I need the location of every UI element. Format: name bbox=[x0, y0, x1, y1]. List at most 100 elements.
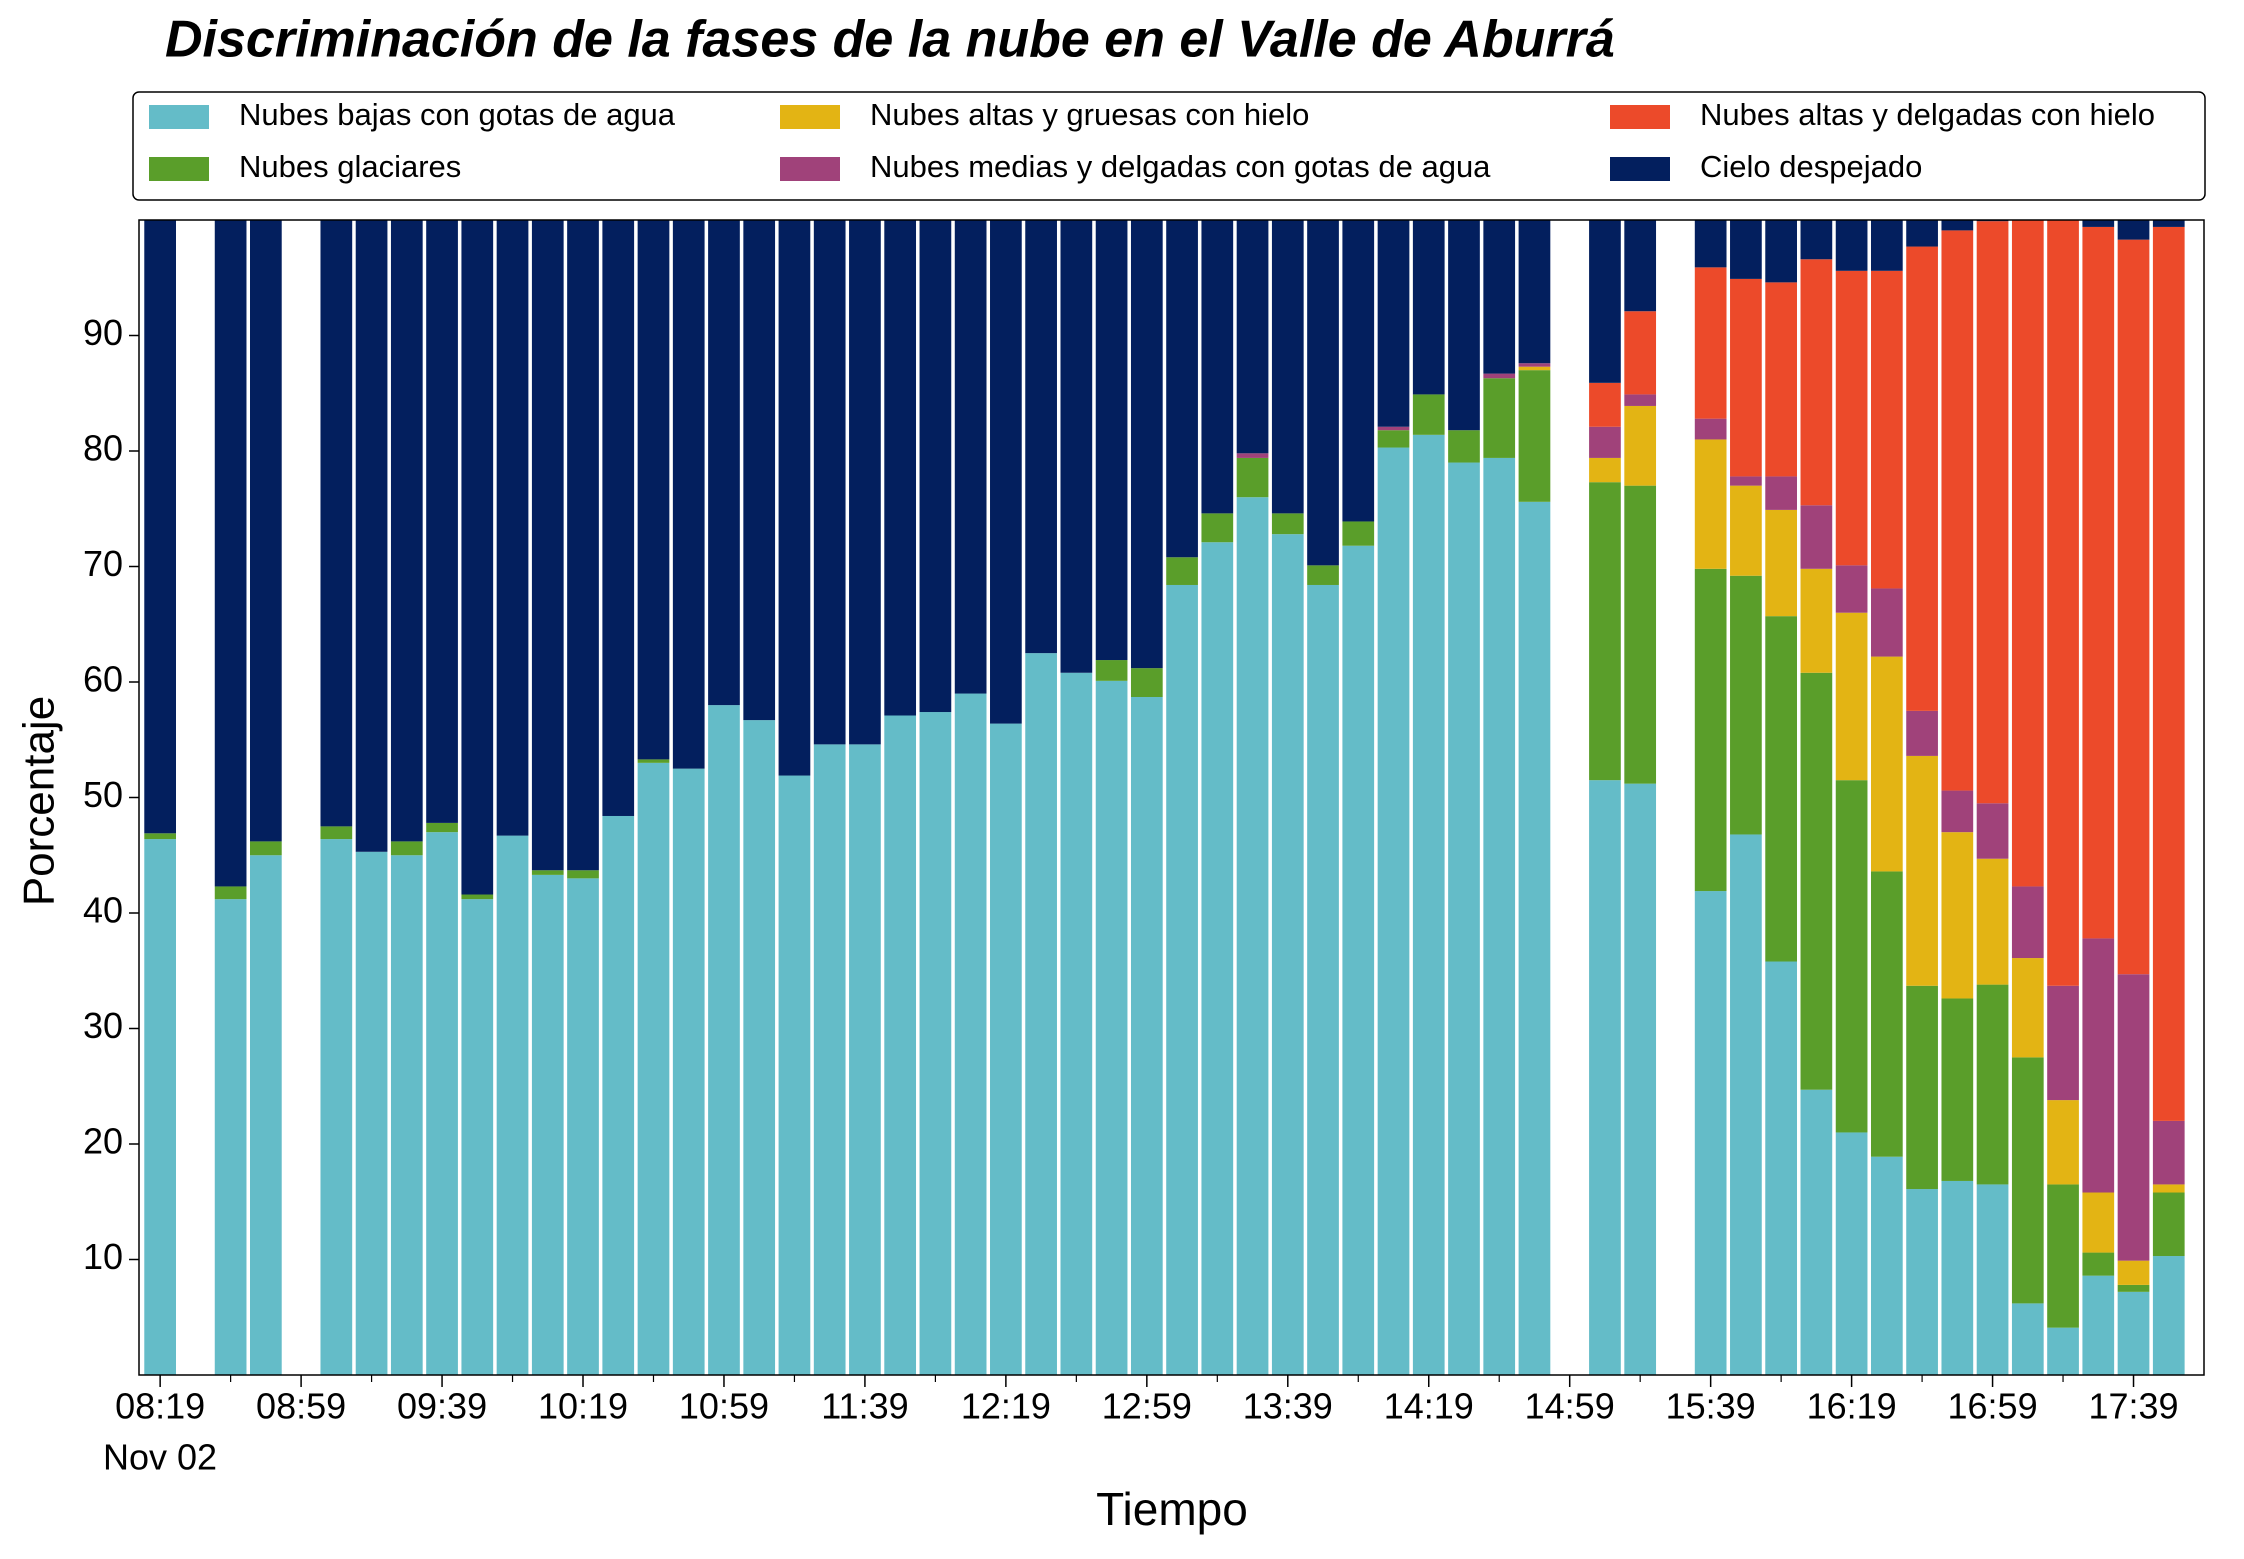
bar-segment bbox=[1589, 780, 1621, 1375]
bar-segment bbox=[1800, 259, 1833, 506]
x-tick-label: 17:39 bbox=[2088, 1386, 2178, 1427]
y-tick-label: 20 bbox=[83, 1121, 123, 1162]
bar-segment bbox=[1448, 462, 1480, 1375]
bar-segment bbox=[1800, 568, 1833, 673]
bar-segment bbox=[2152, 1120, 2185, 1185]
bar-segment bbox=[602, 220, 635, 816]
legend-swatch bbox=[1610, 105, 1670, 129]
bar-segment bbox=[1624, 485, 1657, 784]
bar-segment bbox=[1730, 485, 1762, 576]
bar-segment bbox=[2152, 220, 2185, 227]
bar-segment bbox=[531, 870, 564, 875]
bar-segment bbox=[954, 220, 987, 694]
bar-segment bbox=[1271, 534, 1304, 1375]
bar-segment bbox=[2047, 1184, 2079, 1328]
x-tick-label: 15:39 bbox=[1666, 1386, 1756, 1427]
bar-segment bbox=[1166, 584, 1198, 1375]
bar-segment bbox=[2011, 1057, 2044, 1304]
x-tick-label: 11:39 bbox=[821, 1386, 908, 1427]
bar-segment bbox=[250, 841, 282, 856]
bar-segment bbox=[672, 768, 705, 1375]
bar-segment bbox=[1624, 220, 1657, 312]
legend-swatch bbox=[780, 105, 840, 129]
bar-segment bbox=[1236, 497, 1269, 1375]
bar-segment bbox=[2117, 1284, 2150, 1292]
bar-segment bbox=[1377, 430, 1410, 448]
bar-segment bbox=[1060, 672, 1093, 1375]
bar-segment bbox=[1589, 382, 1621, 427]
bar-segment bbox=[1835, 220, 1868, 271]
bar-segment bbox=[2011, 220, 2044, 887]
bar-segment bbox=[1835, 612, 1868, 781]
bar-segment bbox=[2152, 1184, 2185, 1193]
bar-segment bbox=[1271, 220, 1304, 514]
bar-segment bbox=[1483, 457, 1516, 1375]
bar-segment bbox=[1025, 653, 1057, 1375]
bar-segment bbox=[1765, 616, 1797, 962]
bar-segment bbox=[1870, 1156, 1903, 1375]
bar-segment bbox=[1800, 505, 1833, 569]
x-tick-label: 10:59 bbox=[679, 1386, 769, 1427]
bar-segment bbox=[1483, 378, 1516, 458]
bar-segment bbox=[954, 693, 987, 1375]
bar-segment bbox=[567, 878, 599, 1375]
bar-segment bbox=[1095, 220, 1128, 661]
bar-segment bbox=[1730, 476, 1762, 486]
bar-segment bbox=[2011, 886, 2044, 959]
bar-segment bbox=[1765, 961, 1797, 1375]
bar-segment bbox=[1694, 891, 1727, 1375]
bar-segment bbox=[2117, 239, 2150, 975]
bar-segment bbox=[1518, 370, 1551, 502]
bar-segment bbox=[250, 855, 282, 1375]
y-tick-label: 30 bbox=[83, 1005, 123, 1046]
bar-segment bbox=[250, 220, 282, 842]
bar-segment bbox=[1941, 832, 1974, 999]
bar-segment bbox=[355, 220, 388, 852]
bar-segment bbox=[144, 839, 177, 1375]
x-tick-label: 09:39 bbox=[397, 1386, 487, 1427]
bar-segment bbox=[1412, 220, 1445, 395]
bar-segment bbox=[144, 833, 177, 840]
x-axis-sublabel: Nov 02 bbox=[103, 1437, 217, 1478]
bar-segment bbox=[1730, 834, 1762, 1375]
bar-segment bbox=[1906, 220, 1938, 247]
bar-segment bbox=[531, 220, 564, 871]
bar-segment bbox=[1166, 557, 1198, 585]
bar-segment bbox=[320, 826, 353, 840]
bar-segment bbox=[990, 723, 1022, 1375]
bar-segment bbox=[1870, 588, 1903, 657]
bar-segment bbox=[390, 841, 423, 856]
bar-segment bbox=[2117, 220, 2150, 240]
legend-label: Nubes medias y delgadas con gotas de agu… bbox=[870, 149, 1491, 184]
bar-segment bbox=[884, 220, 917, 716]
bar-segment bbox=[1412, 394, 1445, 435]
bar-segment bbox=[672, 220, 705, 769]
bar-segment bbox=[2047, 1327, 2079, 1375]
bar-segment bbox=[1976, 984, 2009, 1185]
bar-segment bbox=[1589, 457, 1621, 483]
bar-segment bbox=[144, 220, 177, 834]
bar-segment bbox=[1906, 755, 1938, 986]
bar-segment bbox=[1800, 672, 1833, 1090]
x-axis-label: Tiempo bbox=[1096, 1483, 1248, 1535]
legend-swatch bbox=[780, 157, 840, 181]
bar-segment bbox=[990, 220, 1022, 724]
bar-segment bbox=[214, 220, 247, 887]
bar-segment bbox=[1870, 656, 1903, 872]
bar-segment bbox=[1941, 1180, 1974, 1375]
bar-segment bbox=[390, 855, 423, 1375]
bar-segment bbox=[1624, 394, 1657, 406]
bar-segment bbox=[1835, 1132, 1868, 1375]
bar-segment bbox=[1060, 220, 1093, 673]
bar-segment bbox=[426, 832, 458, 1375]
bar-segment bbox=[637, 762, 670, 1375]
bar-segment bbox=[1870, 871, 1903, 1157]
bar-segment bbox=[1025, 220, 1057, 654]
bar-segment bbox=[743, 220, 776, 721]
bar-segment bbox=[1412, 434, 1445, 1376]
bar-segment bbox=[1765, 509, 1797, 617]
y-tick-label: 50 bbox=[83, 774, 123, 815]
bar-segment bbox=[461, 894, 494, 900]
bar-segment bbox=[1694, 568, 1727, 892]
